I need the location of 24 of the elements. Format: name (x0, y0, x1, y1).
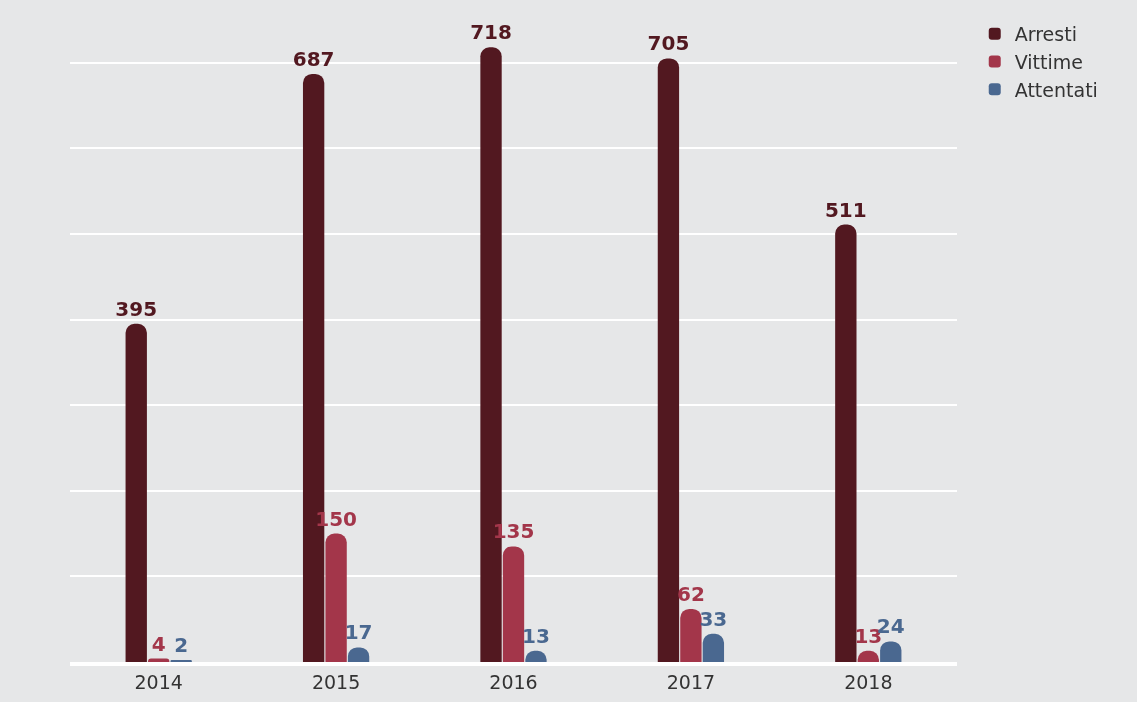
data-label: 687 (292, 46, 335, 71)
bar (835, 224, 857, 662)
data-label: 718 (470, 20, 512, 45)
legend-label: Vittime (1014, 50, 1083, 73)
bar (680, 608, 702, 662)
bar (125, 323, 147, 662)
x-tick-label: 2014 (134, 670, 183, 693)
legend-label: Attentati (1014, 78, 1098, 101)
x-tick-label: 2018 (844, 670, 893, 693)
bar (325, 533, 347, 662)
data-label: 705 (647, 31, 690, 56)
data-label: 13 (522, 623, 550, 648)
legend-label: Arresti (1014, 23, 1077, 46)
bar (702, 633, 725, 662)
x-tick-label: 2016 (489, 670, 538, 693)
data-label: 395 (115, 296, 158, 321)
bar (502, 546, 525, 662)
data-label: 17 (344, 620, 373, 645)
x-tick-label: 2015 (311, 670, 361, 693)
data-label: 511 (824, 197, 867, 222)
data-label: 2 (174, 633, 189, 657)
x-tick-label: 2017 (666, 670, 716, 693)
data-label: 4 (151, 631, 166, 656)
bar (657, 58, 680, 662)
